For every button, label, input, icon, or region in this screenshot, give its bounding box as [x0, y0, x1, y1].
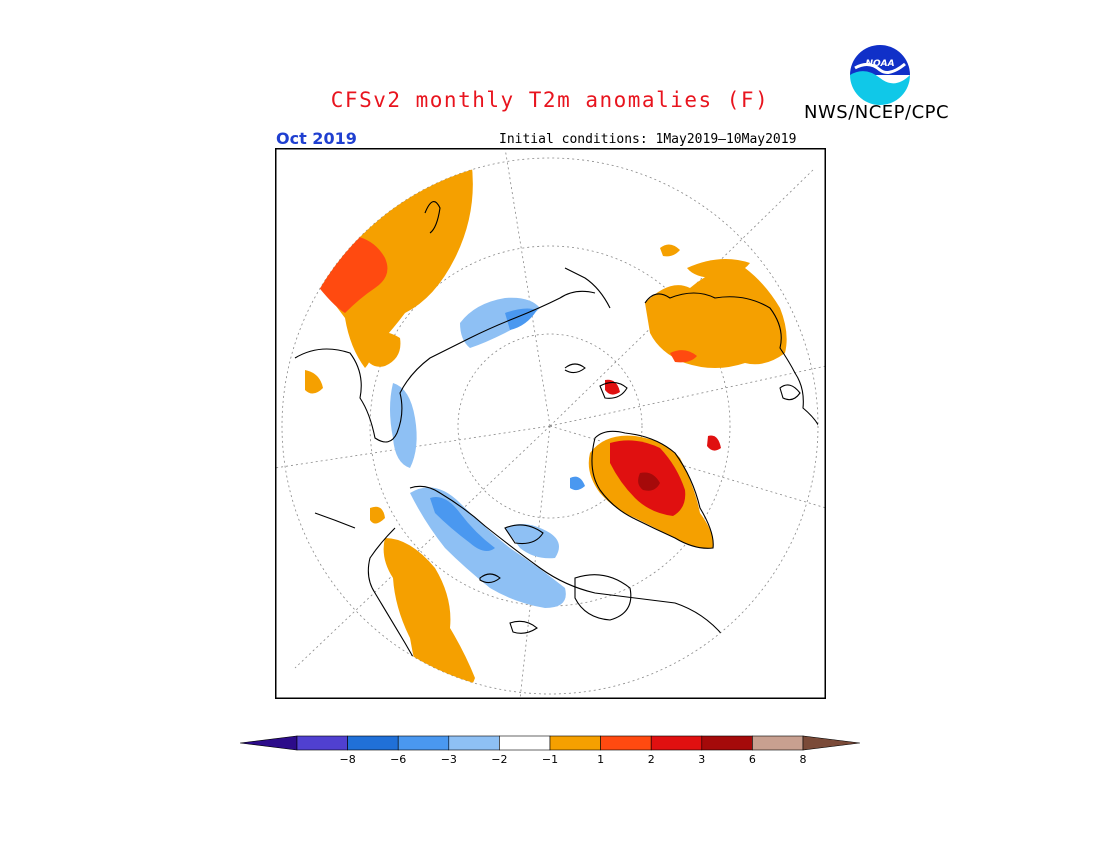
- anomaly-warm-greenland-peak: [638, 472, 660, 491]
- legend-arrow-right: [802, 735, 860, 751]
- anomaly-warm-southwest: [383, 538, 475, 694]
- coastline-northern-europe: [564, 267, 611, 309]
- anomaly-warm-east-small: [660, 244, 680, 257]
- coastline-north-america: [409, 485, 727, 689]
- legend-tick-label: −3: [441, 753, 457, 766]
- coastline-greenland: [591, 430, 714, 549]
- cool-anomaly-regions: [390, 297, 585, 608]
- coastline-small-islands: [479, 573, 501, 584]
- legend-swatch: [701, 735, 753, 751]
- graticule-circle-mid: [369, 245, 731, 607]
- coastline-east-islands: [779, 384, 801, 401]
- meridian: [549, 167, 816, 427]
- color-scale-legend: −8 −6 −3 −2 −1 1 2 3 6 8: [240, 735, 860, 766]
- legend-swatch: [650, 735, 703, 751]
- map-background: [275, 148, 826, 699]
- coastline-hudson-bay: [574, 574, 632, 621]
- graticule-circle-outer: [281, 157, 819, 695]
- anomaly-warm-east-top: [687, 259, 750, 278]
- legend-swatch: [296, 735, 348, 751]
- polar-map: [275, 148, 826, 699]
- anomaly-cool-spot: [570, 476, 585, 491]
- legend-swatch: [397, 735, 450, 751]
- coastline-eurasia-west: [294, 290, 596, 443]
- legend-tick-label: −2: [491, 753, 507, 766]
- meridian: [519, 425, 551, 699]
- anomaly-cool-siberia-core: [505, 308, 537, 330]
- coastline-scandinavia: [424, 201, 441, 234]
- forecast-month: Oct 2019: [276, 129, 357, 148]
- legend-swatch: [600, 735, 652, 751]
- coastline-arctic-island: [599, 381, 628, 399]
- legend-tick-label: 2: [648, 753, 655, 766]
- anomaly-warm-southwest-small: [370, 506, 385, 524]
- anomaly-warm-east-core: [670, 350, 697, 363]
- legend-arrow-left: [240, 735, 298, 751]
- coastline-east-asia: [644, 292, 818, 429]
- anomaly-warm-west-coast: [363, 331, 401, 367]
- anomaly-warm-spot: [605, 379, 620, 395]
- anomaly-warm-island: [707, 435, 721, 451]
- noaa-logo: NOAA: [849, 44, 911, 106]
- coastline-aleutians: [314, 512, 356, 529]
- meridian: [294, 425, 551, 669]
- anomaly-warm-northwest: [315, 158, 473, 368]
- graticule: [275, 148, 826, 699]
- map-border: [275, 148, 826, 699]
- agency-label: NWS/NCEP/CPC: [804, 102, 950, 123]
- legend-swatch: [448, 735, 500, 751]
- coastlines: [294, 201, 818, 694]
- initial-conditions: Initial conditions: 1May2019—10May2019: [499, 132, 797, 147]
- anomaly-cool-arctic-islands: [505, 524, 559, 559]
- anomaly-warm-west-small: [305, 370, 323, 394]
- legend-tick-label: 1: [597, 753, 604, 766]
- coastline-central-arctic: [564, 363, 586, 374]
- legend-swatch: [549, 735, 601, 751]
- legend-tick-label: 3: [698, 753, 705, 766]
- legend-swatch: [752, 735, 804, 751]
- meridian: [549, 365, 826, 427]
- chart-title: CFSv2 monthly T2m anomalies (F): [330, 88, 770, 112]
- noaa-logo-text: NOAA: [865, 59, 894, 69]
- legend-swatch: [347, 735, 399, 751]
- legend-swatch: [499, 735, 551, 751]
- legend-tick-label: −8: [339, 753, 355, 766]
- meridian: [275, 425, 551, 469]
- coastline-canadian-archipelago: [504, 524, 544, 545]
- coastline-lakes: [509, 620, 538, 634]
- anomaly-warm-east: [645, 267, 787, 368]
- anomaly-cool-west: [390, 383, 417, 468]
- legend-tick-label: 6: [749, 753, 756, 766]
- meridian: [504, 148, 551, 427]
- anomaly-cool-canada-core: [430, 497, 495, 552]
- legend-tick-label: −6: [390, 753, 406, 766]
- legend-tick-label: −1: [542, 753, 558, 766]
- legend-tick-label: 8: [800, 753, 807, 766]
- graticule-circle-inner: [457, 333, 643, 519]
